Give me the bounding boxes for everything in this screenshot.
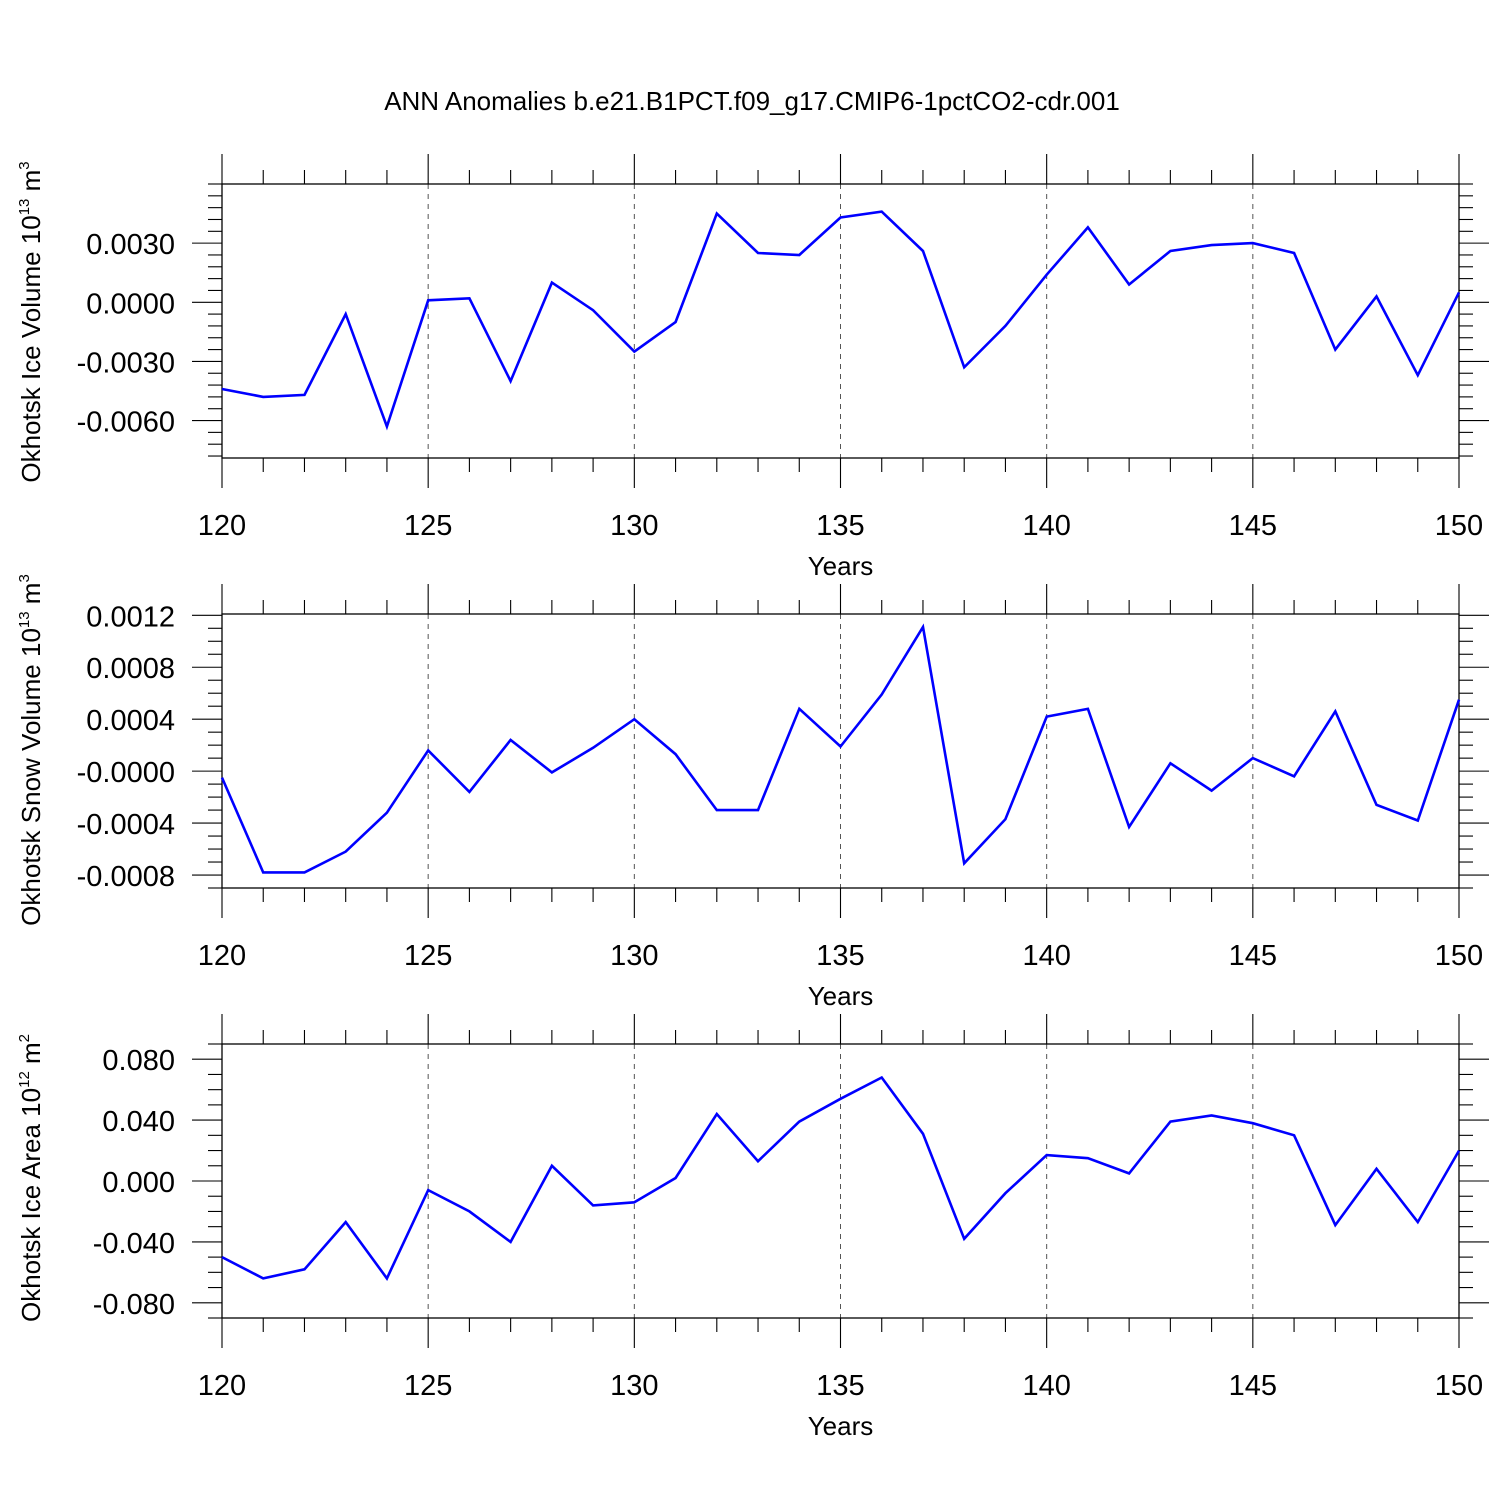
x-tick-label: 135: [816, 1370, 864, 1402]
y-axis-label: Okhotsk Snow Volume 1013 m3: [16, 574, 46, 926]
chart-title: ANN Anomalies b.e21.B1PCT.f09_g17.CMIP6-…: [384, 86, 1120, 116]
y-tick-label: -0.0008: [77, 861, 175, 893]
x-tick-label: 120: [198, 1370, 246, 1402]
x-axis-label: Years: [808, 551, 874, 581]
y-tick-label: 0.0008: [86, 653, 175, 685]
y-tick-label: -0.0030: [77, 347, 175, 379]
x-tick-label: 150: [1435, 1370, 1483, 1402]
y-tick-label: 0.0000: [86, 288, 175, 320]
x-tick-label: 130: [610, 1370, 658, 1402]
x-tick-label: 140: [1022, 940, 1070, 972]
y-tick-label: -0.040: [93, 1228, 175, 1260]
panel-3: 120 125 130 135 140 145 150 Years 0.080 0.040 0.00…: [16, 1014, 1489, 1441]
panel-2: 120 125 130 135 140 145 150 Years 0.0012 0.0008 0.…: [16, 574, 1489, 1011]
x-tick-label: 125: [404, 1370, 452, 1402]
y-tick-label: 0.040: [102, 1106, 175, 1138]
x-axis-label: Years: [808, 1411, 874, 1441]
x-tick-label: 125: [404, 940, 452, 972]
x-tick-label: 120: [198, 940, 246, 972]
y-tick-label: -0.0000: [77, 757, 175, 789]
y-tick-label: 0.0012: [86, 601, 175, 633]
x-tick-label: 135: [816, 940, 864, 972]
y-tick-label: -0.080: [93, 1289, 175, 1321]
y-tick-label: 0.000: [102, 1167, 175, 1199]
y-tick-label: 0.0030: [86, 229, 175, 261]
x-tick-label: 150: [1435, 940, 1483, 972]
y-axis-label: Okhotsk Ice Volume 1013 m3: [16, 161, 46, 482]
x-tick-label: 145: [1229, 940, 1277, 972]
y-axis-label: Okhotsk Ice Area 1012 m2: [16, 1034, 46, 1322]
x-tick-label: 145: [1229, 1370, 1277, 1402]
x-tick-label: 135: [816, 510, 864, 542]
x-tick-label: 125: [404, 510, 452, 542]
x-tick-label: 130: [610, 940, 658, 972]
x-tick-label: 130: [610, 510, 658, 542]
x-tick-label: 120: [198, 510, 246, 542]
x-tick-label: 140: [1022, 1370, 1070, 1402]
y-tick-label: 0.080: [102, 1045, 175, 1077]
x-tick-label: 150: [1435, 510, 1483, 542]
x-tick-label: 140: [1022, 510, 1070, 542]
x-axis-label: Years: [808, 981, 874, 1011]
x-tick-label: 145: [1229, 510, 1277, 542]
panel-1: 120 125 130 135 140 145 150 Years 0.0030 0.0000 -0…: [16, 154, 1489, 581]
y-tick-label: -0.0004: [77, 809, 175, 841]
y-tick-label: -0.0060: [77, 407, 175, 439]
y-tick-label: 0.0004: [86, 705, 175, 737]
